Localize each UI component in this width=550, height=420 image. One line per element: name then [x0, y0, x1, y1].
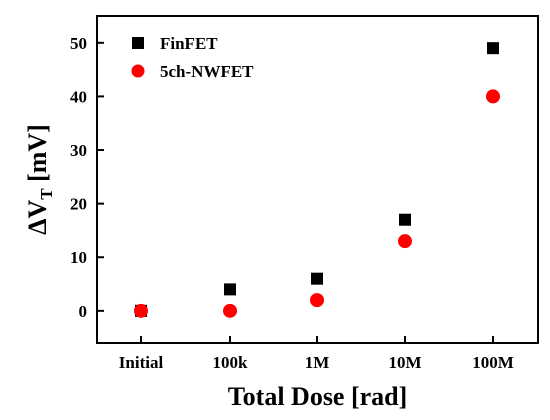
x-axis: Initial 100k 1M 10M 100M — [119, 336, 514, 372]
series-finfet — [135, 42, 499, 317]
y-axis-title: ΔVT [mV] — [23, 124, 56, 235]
y-tick-label: 10 — [70, 248, 87, 267]
data-point-square — [487, 42, 499, 55]
legend-marker-circle — [131, 64, 145, 78]
y-axis-title-unit: [mV] — [23, 124, 52, 188]
data-point-circle — [486, 89, 500, 104]
series-5ch-nwfet — [134, 89, 500, 318]
legend-label: 5ch-NWFET — [160, 62, 254, 81]
legend-marker-square — [132, 37, 144, 49]
x-axis-title: Total Dose [rad] — [228, 382, 408, 411]
y-tick-label: 30 — [70, 141, 87, 160]
data-marks — [134, 42, 500, 318]
x-tick-label: Initial — [119, 353, 164, 372]
legend-label: FinFET — [160, 34, 218, 53]
y-axis-title-subscript: T — [37, 188, 56, 200]
x-tick-label: 100k — [213, 353, 249, 372]
x-tick-label: 100M — [472, 353, 514, 372]
x-tick-label: 1M — [305, 353, 330, 372]
y-tick-label: 0 — [79, 302, 88, 321]
data-point-square — [224, 283, 236, 296]
legend-item: 5ch-NWFET — [131, 62, 254, 81]
y-axis: 0 10 20 30 40 50 — [70, 34, 104, 321]
data-point-square — [311, 272, 323, 285]
y-axis-title-main: ΔV — [23, 200, 52, 235]
y-tick-label: 50 — [70, 34, 87, 53]
data-point-circle — [310, 293, 324, 308]
y-tick-label: 40 — [70, 87, 87, 106]
data-point-square — [399, 213, 411, 226]
y-tick-label: 20 — [70, 195, 87, 214]
legend-item: FinFET — [132, 34, 218, 53]
x-tick-label: 10M — [388, 353, 421, 372]
data-point-circle — [223, 303, 237, 318]
legend: FinFET 5ch-NWFET — [131, 34, 254, 81]
data-point-circle — [134, 303, 148, 318]
data-point-circle — [398, 234, 412, 249]
